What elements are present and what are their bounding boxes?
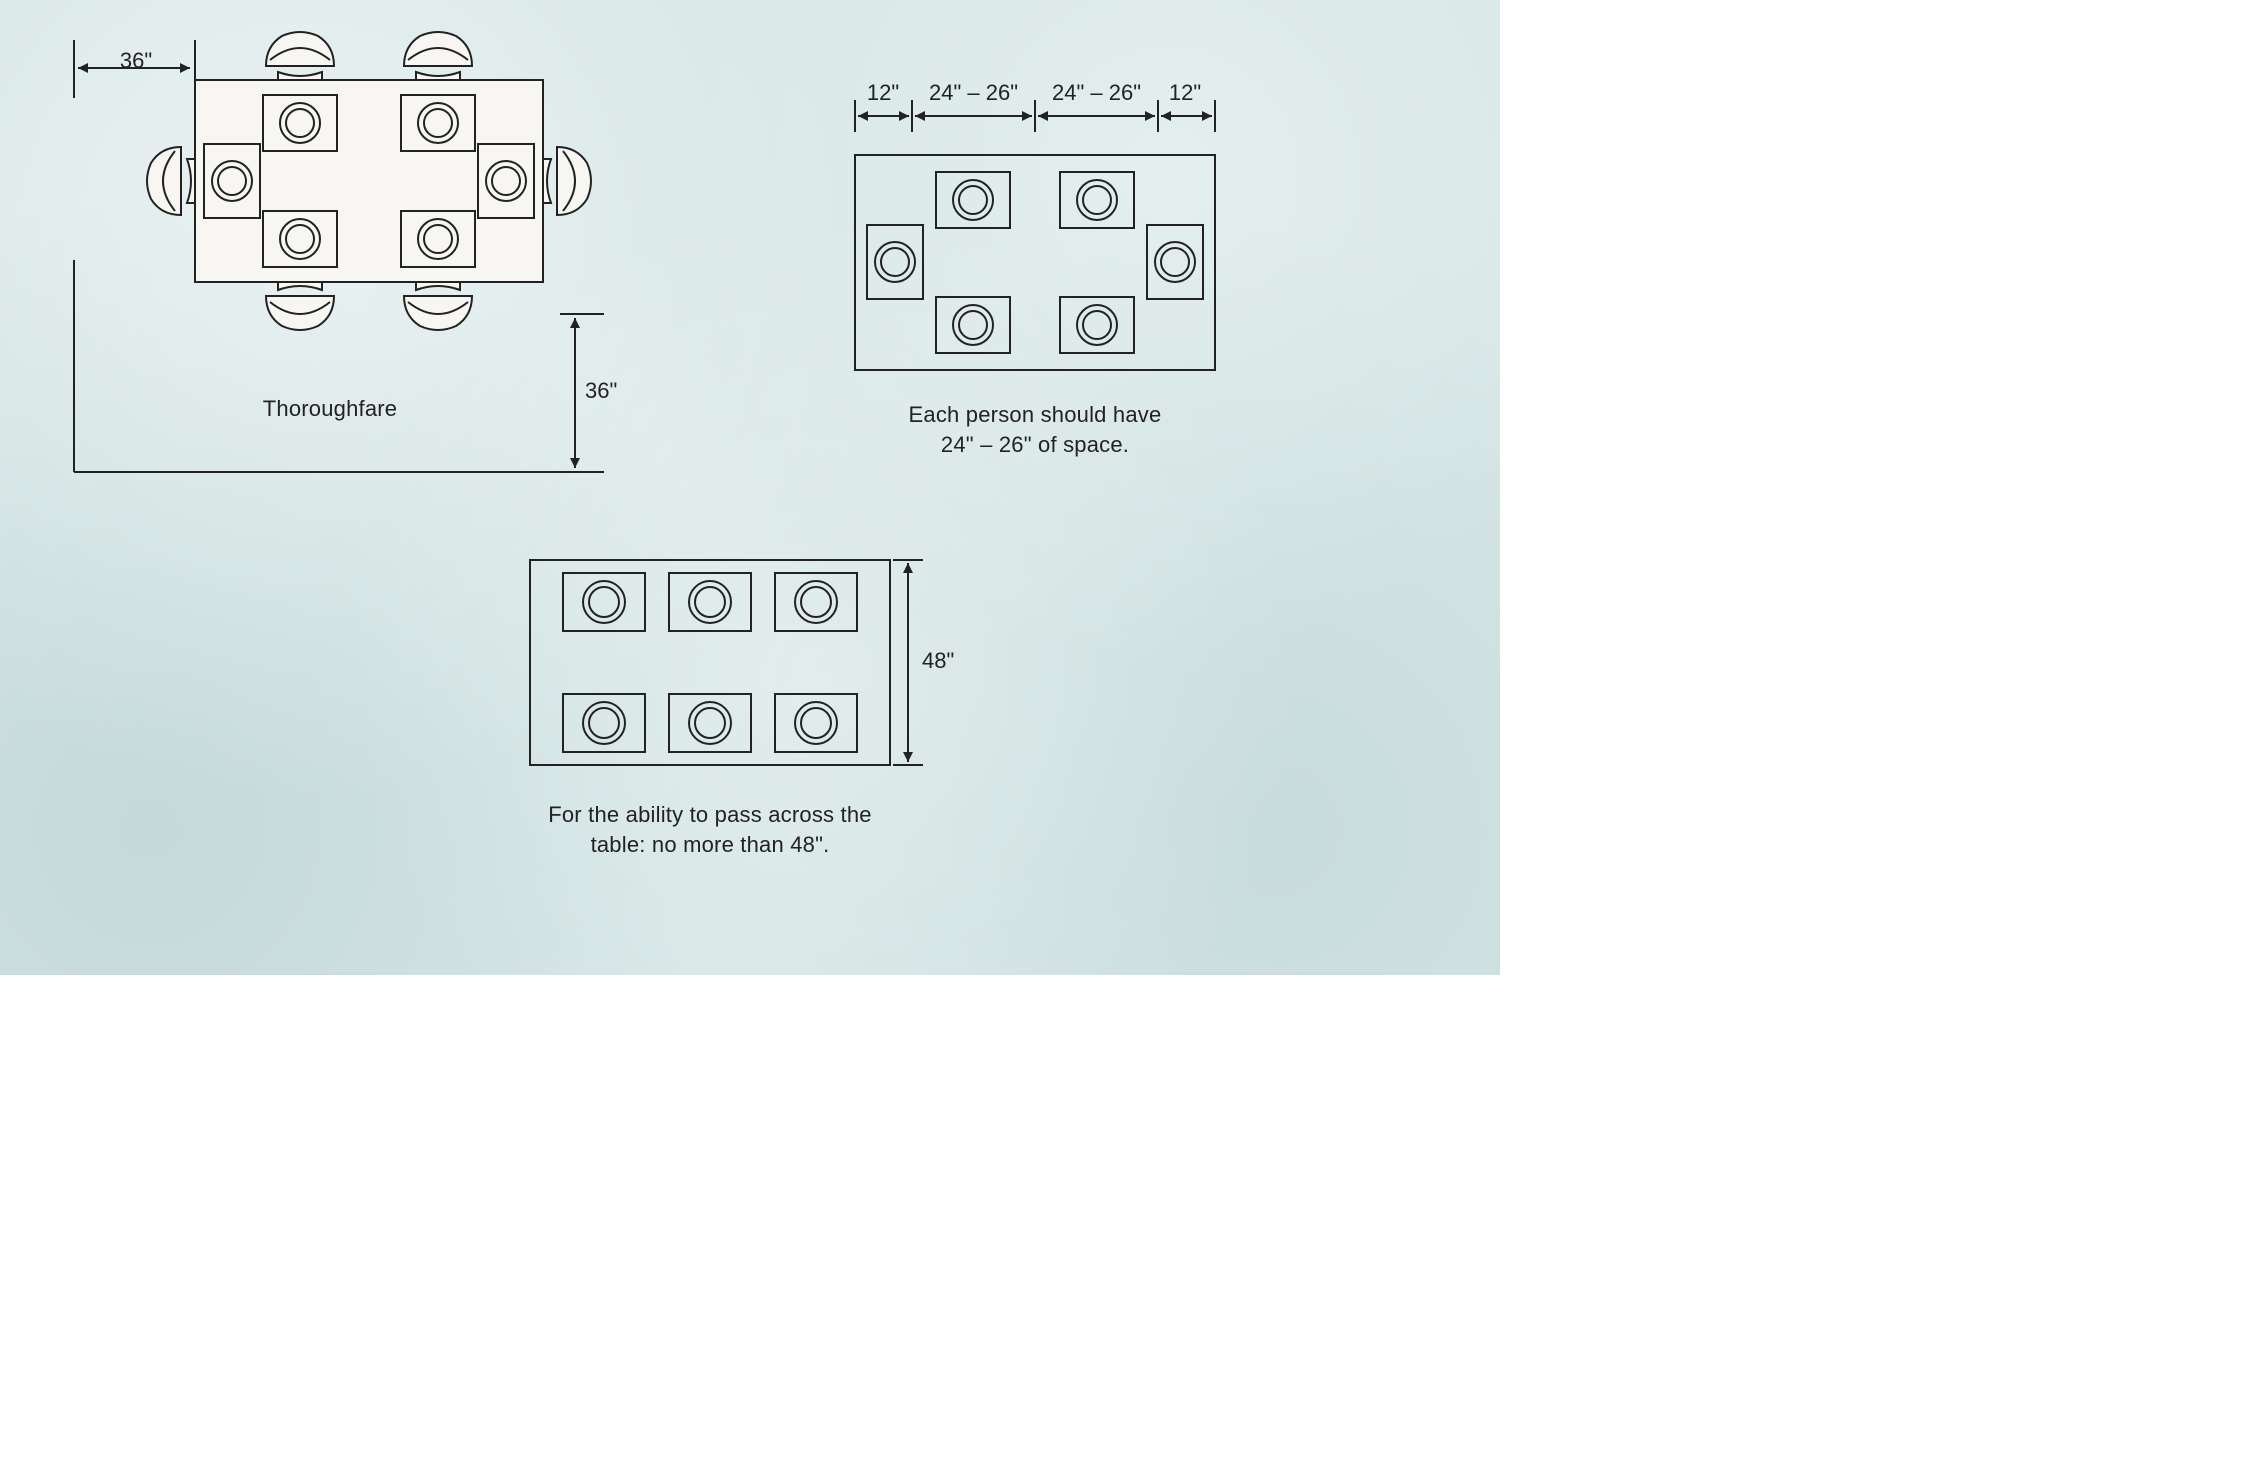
bottom-dim-label: 48" bbox=[922, 648, 972, 674]
bottom-caption-line1: For the ability to pass across the bbox=[548, 802, 872, 827]
bottom-table bbox=[530, 560, 890, 765]
bottom-caption: For the ability to pass across the table… bbox=[505, 800, 915, 859]
infographic-canvas: 36" 36" Thoroughfare 12" 24" – 26" 24" –… bbox=[0, 0, 1500, 975]
bottom-caption-line2: table: no more than 48". bbox=[591, 832, 830, 857]
